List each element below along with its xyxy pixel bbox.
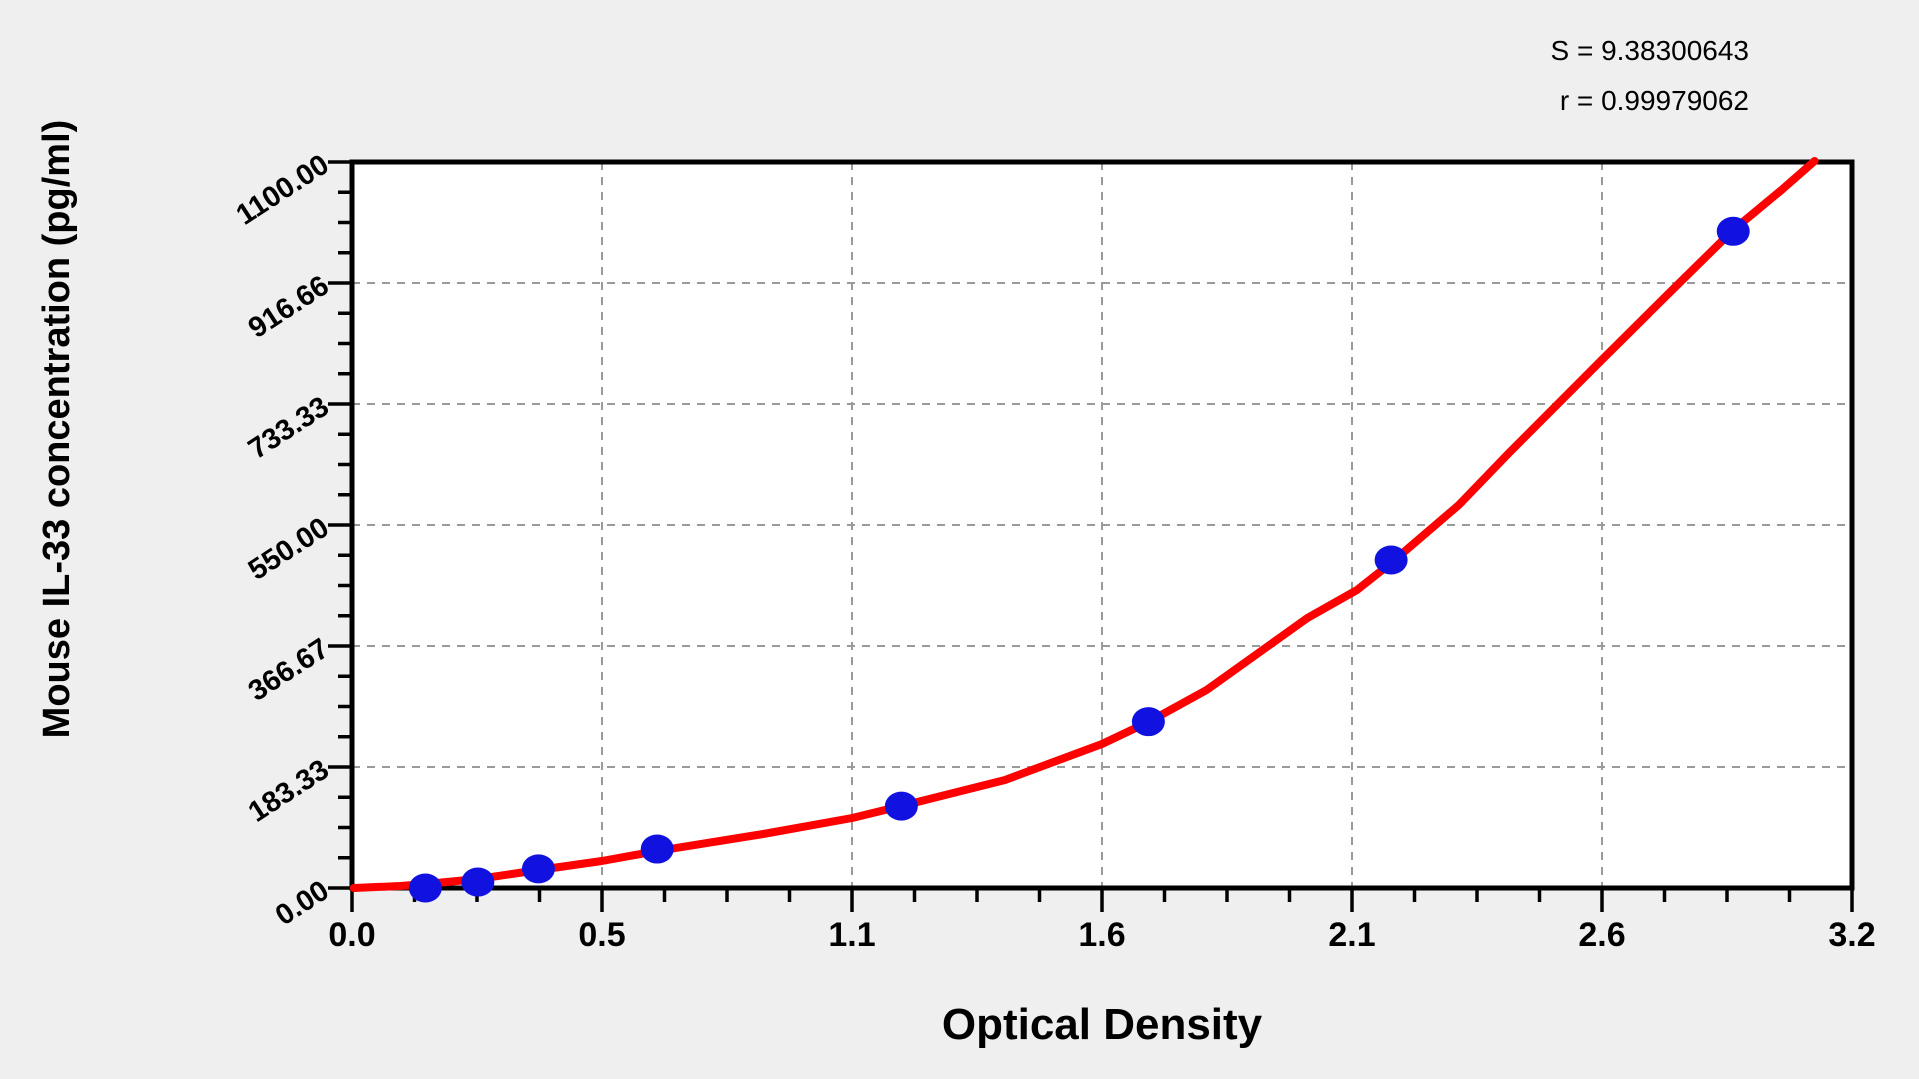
data-point [1374, 545, 1408, 575]
x-tick-label: 0.0 [328, 916, 376, 954]
x-tick-label: 2.1 [1328, 916, 1376, 954]
data-point [884, 791, 918, 821]
data-point [1716, 216, 1750, 246]
data-point [408, 873, 442, 903]
y-axis-title: Mouse IL-33 concentration (pg/ml) [36, 119, 78, 739]
data-point [1131, 707, 1165, 737]
data-point [521, 854, 555, 884]
plot-frame [349, 159, 1855, 891]
stat-r-value: r = 0.99979062 [1559, 85, 1749, 116]
x-tick-label: 1.1 [828, 916, 876, 954]
x-tick-label: 2.6 [1578, 916, 1626, 954]
stat-s-value: S = 9.38300643 [1550, 35, 1749, 66]
data-point [461, 867, 495, 897]
fit-statistics: S = 9.38300643 r = 0.99979062 [1550, 26, 1749, 126]
x-tick-label: 0.5 [578, 916, 626, 954]
data-point [640, 834, 674, 864]
x-tick-label: 3.2 [1828, 916, 1876, 954]
x-tick-label: 1.6 [1078, 916, 1126, 954]
x-axis-title: Optical Density [941, 1000, 1263, 1049]
